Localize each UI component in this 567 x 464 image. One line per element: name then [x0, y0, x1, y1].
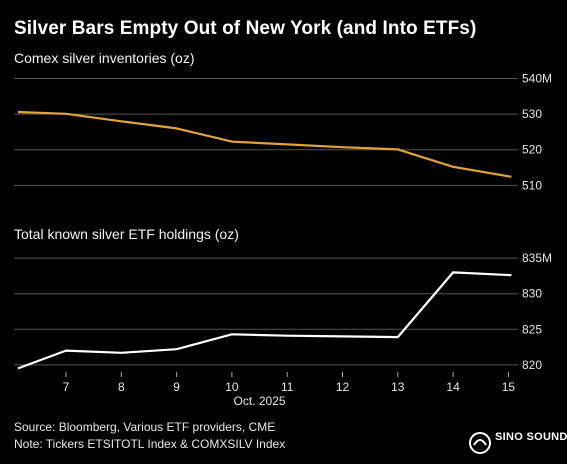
x-axis-month-label: Oct. 2025 [234, 394, 286, 408]
sino-sound-logo: SINO SOUND [467, 430, 567, 456]
etf-series-line [17, 271, 512, 370]
chart-title: Silver Bars Empty Out of New York (and I… [14, 18, 477, 39]
logo-emblem-icon [469, 432, 491, 454]
comex-ytick-label: 520 [522, 143, 542, 157]
x-tick-label: 8 [118, 380, 125, 394]
x-tick-label: 10 [225, 380, 239, 394]
comex-panel-title: Comex silver inventories (oz) [14, 50, 195, 66]
comex-ytick-label: 540M [522, 72, 552, 86]
logo-text: SINO SOUND [495, 431, 567, 443]
ticker-note: Note: Tickers ETSITOTL Index & COMXSILV … [14, 437, 286, 451]
etf-ytick-label: 835M [522, 251, 552, 265]
source-note: Source: Bloomberg, Various ETF providers… [14, 420, 276, 434]
etf-ytick-label: 830 [522, 287, 542, 301]
x-tick-label: 15 [502, 380, 516, 394]
comex-ytick-label: 530 [522, 107, 542, 121]
comex-ytick-label: 510 [522, 178, 542, 192]
x-tick-label: 12 [336, 380, 350, 394]
x-tick-label: 13 [391, 380, 405, 394]
x-tick-label: 9 [173, 380, 180, 394]
x-tick-label: 11 [281, 380, 294, 394]
etf-ytick-label: 820 [522, 358, 542, 372]
x-tick-label: 14 [446, 380, 460, 394]
x-tick-label: 7 [63, 380, 70, 394]
etf-panel-title: Total known silver ETF holdings (oz) [14, 226, 239, 242]
comex-series-line [17, 110, 512, 178]
etf-ytick-label: 825 [522, 322, 542, 336]
